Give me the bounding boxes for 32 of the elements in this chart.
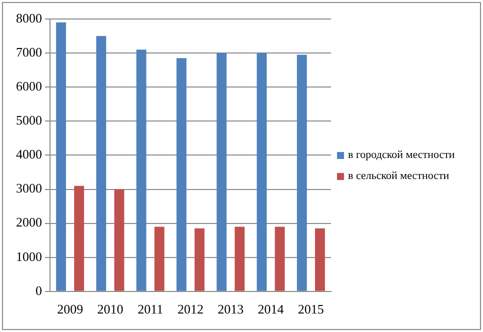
x-tick-label: 2010 bbox=[97, 302, 124, 317]
y-tick-label: 0 bbox=[36, 282, 42, 298]
x-tick-label: 2012 bbox=[178, 302, 204, 317]
y-tick-label: 7000 bbox=[16, 44, 42, 60]
y-tick-label: 1000 bbox=[16, 248, 42, 264]
bar bbox=[314, 228, 325, 291]
y-tick-label: 5000 bbox=[16, 112, 42, 128]
bar bbox=[194, 228, 204, 291]
bar bbox=[216, 53, 227, 291]
bar bbox=[136, 50, 146, 291]
legend-label: в городской местности bbox=[348, 149, 455, 161]
bar bbox=[56, 22, 66, 291]
x-tick-label: 2015 bbox=[298, 302, 324, 317]
x-tick-label: 2014 bbox=[258, 302, 284, 317]
bar bbox=[74, 186, 84, 291]
x-tick-label: 2013 bbox=[218, 302, 244, 317]
x-tick-label: 2011 bbox=[138, 302, 164, 317]
x-tick-label: 2009 bbox=[57, 302, 84, 317]
y-tick-label: 3000 bbox=[16, 180, 42, 196]
bar bbox=[274, 226, 285, 291]
bar bbox=[256, 53, 267, 291]
bar bbox=[296, 54, 307, 291]
legend-label: в сельской местности bbox=[348, 170, 450, 182]
bar bbox=[234, 226, 245, 291]
bar bbox=[154, 226, 164, 291]
y-tick-label: 2000 bbox=[16, 214, 42, 230]
bar bbox=[176, 58, 186, 291]
bar bbox=[114, 189, 124, 291]
bar bbox=[96, 36, 106, 291]
y-tick-label: 4000 bbox=[16, 146, 42, 162]
y-tick-label: 6000 bbox=[16, 78, 42, 94]
y-tick-label: 8000 bbox=[16, 10, 42, 26]
